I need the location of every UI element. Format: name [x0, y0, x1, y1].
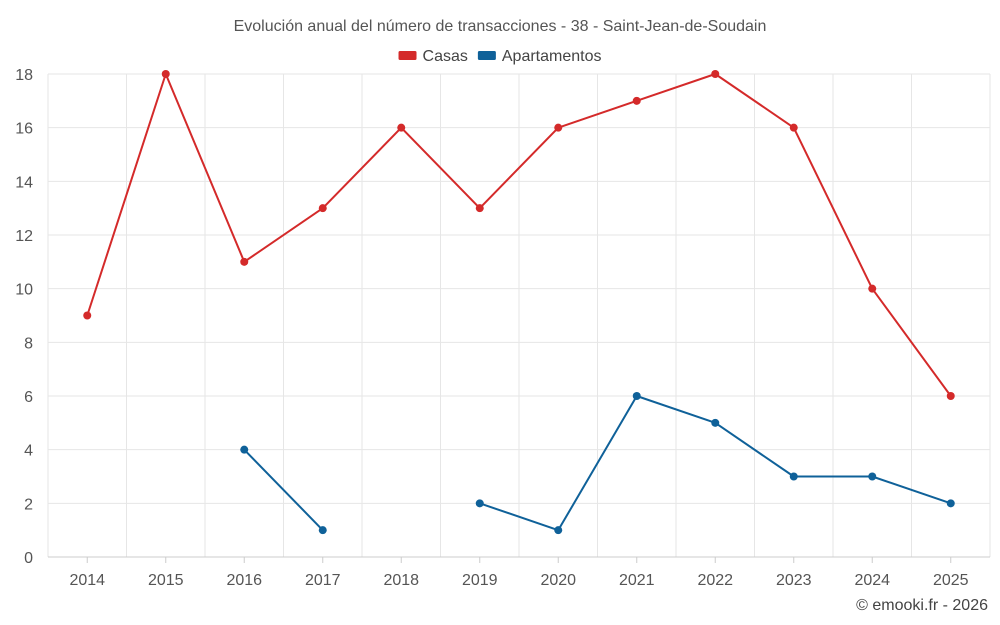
data-point-casas[interactable] [161, 70, 170, 78]
x-tick-label: 2023 [776, 572, 812, 589]
legend-label: Apartamentos [502, 48, 602, 65]
legend-label: Casas [423, 48, 468, 65]
series-line-casas [86, 73, 952, 397]
grid [47, 73, 991, 557]
data-point-apartamentos[interactable] [632, 392, 641, 400]
data-point-casas[interactable] [475, 204, 484, 213]
y-tick-label: 0 [24, 550, 33, 567]
axes: 0 2 4 6 8 10 12 14 16 18 2014 2015 2016 2017 2018 2019 2… [15, 67, 990, 589]
series-line-apartamentos [243, 448, 324, 531]
y-tick-label: 14 [15, 174, 33, 191]
x-tick-label: 2015 [148, 572, 184, 589]
legend-swatch [398, 51, 417, 60]
x-tick-label: 2017 [305, 572, 341, 589]
data-point-apartamentos[interactable] [868, 472, 877, 481]
data-point-casas[interactable] [946, 392, 955, 400]
data-point-casas[interactable] [789, 123, 798, 132]
data-point-apartamentos[interactable] [711, 418, 720, 427]
data-point-casas[interactable] [318, 204, 327, 213]
data-point-casas[interactable] [240, 257, 249, 266]
x-tick-label: 2022 [697, 572, 733, 589]
y-tick-label: 10 [15, 282, 33, 299]
x-tick-label: 2020 [540, 572, 576, 589]
y-tick-label: 2 [24, 496, 33, 513]
x-tick-label: 2021 [619, 572, 655, 589]
data-point-apartamentos[interactable] [946, 499, 955, 508]
legend-swatch [477, 51, 496, 60]
y-tick-label: 6 [24, 389, 33, 406]
y-tick-label: 12 [15, 228, 33, 245]
y-tick-label: 16 [15, 121, 33, 138]
legend-item-apartamentos[interactable]: Apartamentos [477, 48, 602, 65]
chart-title: Evolución anual del número de transaccio… [234, 18, 767, 35]
y-tick-label: 18 [15, 67, 33, 84]
data-point-casas[interactable] [632, 96, 641, 105]
x-tick-label: 2024 [854, 572, 890, 589]
series-casas [83, 70, 955, 400]
x-tick-label: 2019 [462, 572, 498, 589]
data-point-casas[interactable] [711, 70, 720, 78]
y-tick-label: 4 [24, 443, 33, 460]
legend: Casas Apartamentos [398, 48, 602, 65]
data-point-apartamentos[interactable] [318, 526, 327, 535]
data-point-apartamentos[interactable] [554, 526, 563, 535]
credit-text: © emooki.fr - 2026 [856, 597, 988, 614]
data-point-casas[interactable] [554, 123, 563, 132]
series-line-apartamentos [479, 395, 952, 532]
y-tick-label: 8 [24, 335, 33, 352]
series-apartamentos [240, 392, 955, 535]
x-tick-label: 2016 [226, 572, 262, 589]
data-point-casas[interactable] [397, 123, 406, 132]
data-point-casas[interactable] [868, 284, 877, 293]
data-point-apartamentos[interactable] [789, 472, 798, 481]
legend-item-casas[interactable]: Casas [398, 48, 468, 65]
x-tick-label: 2014 [69, 572, 105, 589]
data-point-apartamentos[interactable] [475, 499, 484, 508]
data-point-apartamentos[interactable] [240, 445, 249, 454]
series-layer [83, 70, 955, 535]
data-point-casas[interactable] [83, 311, 92, 320]
x-tick-label: 2018 [383, 572, 419, 589]
x-tick-label: 2025 [933, 572, 969, 589]
